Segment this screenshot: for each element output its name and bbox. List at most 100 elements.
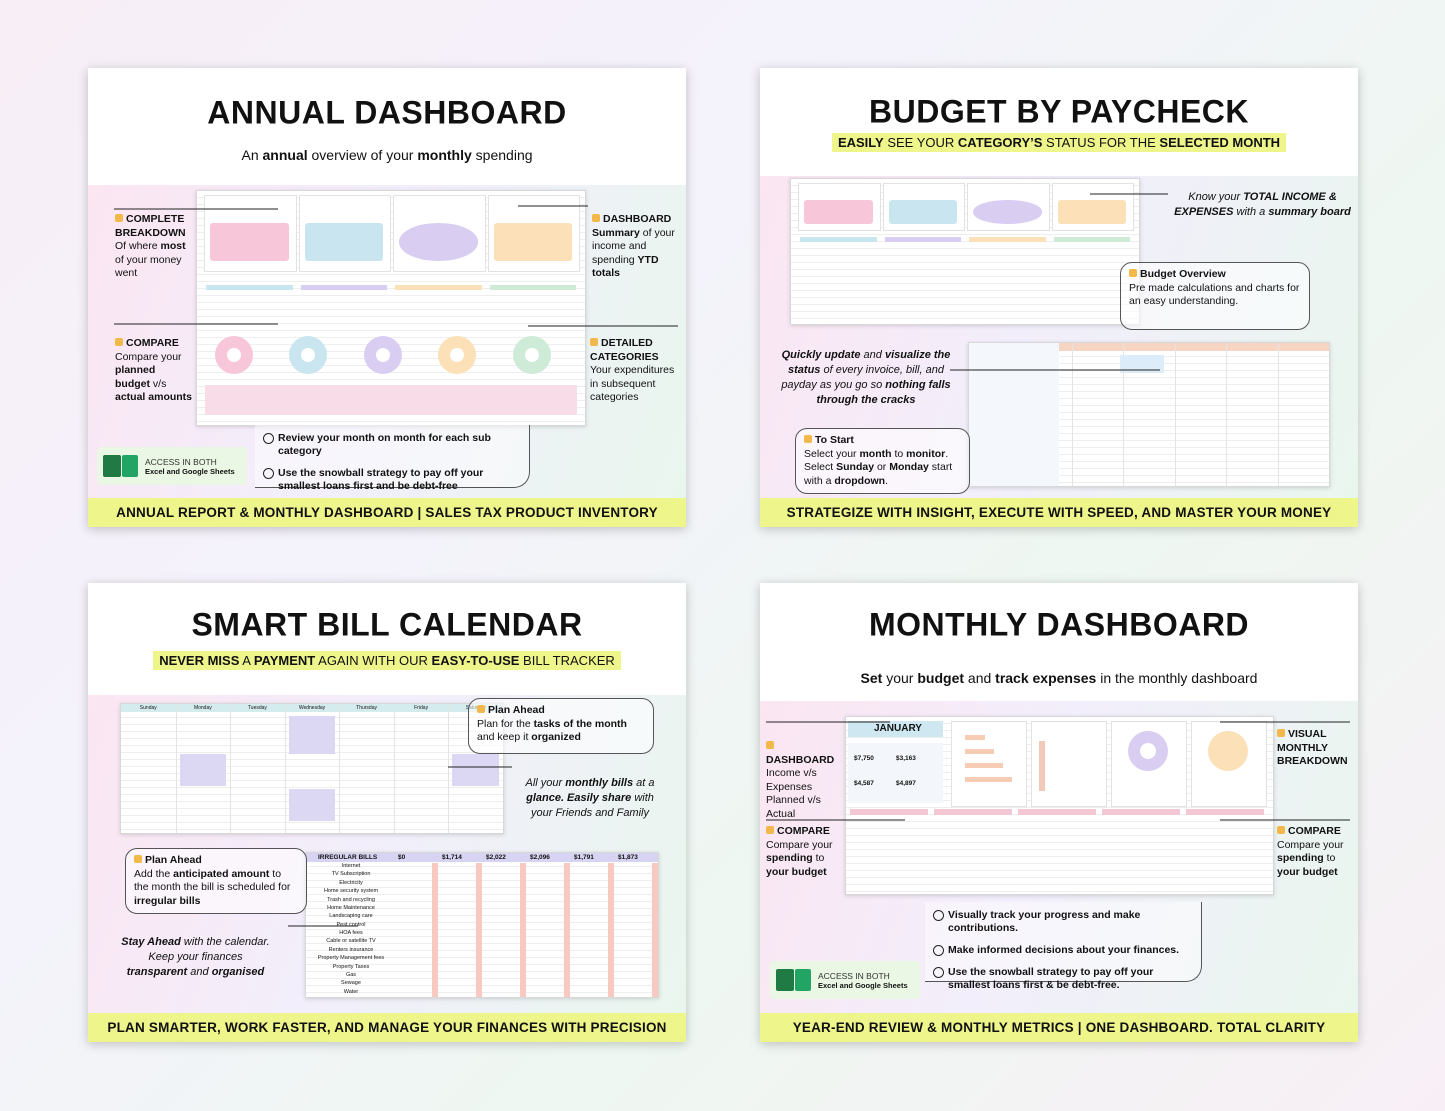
checklist: Visually track your progress and make co…: [925, 902, 1202, 991]
text-segment: with your Friends and Family: [531, 792, 654, 819]
heading-text: COMPARE: [1288, 825, 1341, 837]
heading-text: To Start: [815, 434, 854, 446]
text-segment: . Select: [804, 447, 949, 474]
bill-name: Pest control: [336, 921, 366, 928]
bold-segment: spending: [766, 852, 813, 864]
promo-panel: MONTHLY DASHBOARD Set your budget and tra…: [760, 583, 1358, 1042]
app-icons: [103, 453, 139, 479]
heading-text: COMPLETE BREAKDOWN: [115, 213, 186, 239]
connector-lines: [950, 193, 1168, 371]
callout-body: Quickly update and visualize the status …: [781, 349, 950, 406]
spreadsheet-preview: [196, 190, 586, 426]
panel-title: BUDGET BY PAYCHECK: [868, 93, 1250, 130]
callout-body: Compare your planned budget v/s actual a…: [115, 351, 192, 404]
bold-segment: track expenses: [995, 670, 1097, 686]
column-total: $2,096: [530, 854, 550, 861]
header-row: [395, 284, 482, 290]
text-segment: or: [874, 461, 890, 473]
text-segment: AGAIN WITH OUR: [315, 653, 432, 668]
calendar-column: [1174, 343, 1176, 486]
text-segment: and: [187, 966, 212, 978]
header-row: [489, 284, 576, 290]
text-segment: Income v/s Expenses Planned v/s Actual: [766, 767, 821, 820]
bold-segment: most: [160, 240, 186, 252]
callout: Quickly update and visualize the status …: [776, 348, 956, 408]
summary-value: $7,750: [854, 755, 874, 762]
check-item: Use the snowball strategy to pay off you…: [263, 467, 521, 493]
bold-segment: CATEGORY’S: [957, 135, 1043, 150]
callout-heading: COMPARE: [766, 825, 842, 839]
due-column: [608, 863, 614, 997]
bold-segment: summary board: [1268, 206, 1351, 218]
bold-segment: EASY-TO-USE: [431, 653, 520, 668]
check-text: Use the snowball strategy to pay off you…: [278, 467, 484, 492]
panel-banner: PLAN SMARTER, WORK FASTER, AND MANAGE YO…: [88, 1013, 686, 1042]
access-badge: ACCESS IN BOTH Excel and Google Sheets: [770, 961, 920, 999]
pie-hole: [450, 348, 465, 363]
callout-icon: [1129, 269, 1137, 277]
bold-segment: Stay Ahead: [121, 936, 181, 948]
access-line: ACCESS IN BOTH: [818, 970, 890, 981]
text-segment: .: [885, 474, 889, 487]
bold-segment: Monday: [889, 461, 929, 473]
callout: COMPARE Compare your spending to your bud…: [766, 825, 842, 879]
text-segment: All your: [525, 777, 566, 789]
text-segment: Pre made calculations and charts for an …: [1129, 281, 1300, 308]
check-item: Make informed decisions about your finan…: [933, 944, 1193, 957]
chart-shape: [399, 223, 478, 261]
bold-segment: PAYMENT: [253, 653, 316, 668]
callout: Plan Ahead Plan for the tasks of the mont…: [468, 698, 654, 754]
column-total: $1,791: [574, 854, 594, 861]
app-icons: [776, 967, 812, 993]
header-row: [884, 237, 961, 242]
spreadsheet-preview: [790, 178, 1140, 325]
chart-shape: [210, 223, 289, 261]
bold-segment: annual: [262, 147, 308, 163]
table-header: [1186, 809, 1264, 815]
promo-panel: BUDGET BY PAYCHECK EASILY SEE YOUR CATEGO…: [760, 68, 1358, 527]
bold-segment: monitor: [906, 447, 946, 460]
check-text: Visually track your progress and make co…: [948, 909, 1141, 934]
callout-icon: [766, 741, 774, 749]
text-segment: A: [239, 653, 254, 668]
weekday-label: Tuesday: [247, 705, 267, 711]
panel-title: MONTHLY DASHBOARD: [868, 606, 1250, 643]
bold-segment: glance. Easily share: [526, 792, 632, 804]
panel-banner: STRATEGIZE WITH INSIGHT, EXECUTE WITH SP…: [760, 498, 1358, 527]
chart-shape: [973, 200, 1042, 224]
due-column: [432, 863, 438, 997]
sheets-icon: [795, 969, 811, 991]
due-column: [564, 863, 570, 997]
callout-icon: [592, 214, 600, 222]
callout-body: Add the anticipated amount to the month …: [134, 868, 290, 907]
calendar-column: [230, 704, 232, 833]
calendar-column: [339, 704, 341, 833]
weekday-label: Thursday: [356, 705, 377, 711]
summary-value: $3,163: [896, 755, 916, 762]
heading-text: VISUAL MONTHLY BREAKDOWN: [1277, 728, 1348, 767]
callout-heading: To Start: [804, 434, 961, 448]
connector-lines: [766, 721, 1350, 821]
text-segment: Your expenditures in subsequent categori…: [590, 364, 675, 403]
bold-segment: Quickly update: [781, 349, 861, 361]
bill-name: Home Maintenance: [327, 904, 375, 911]
bold-segment: tasks of the month: [533, 717, 627, 730]
bold-segment: budget: [917, 670, 965, 686]
panel-title: SMART BILL CALENDAR: [191, 606, 583, 643]
summary-value: $4,897: [896, 780, 916, 787]
callout-icon: [1277, 729, 1285, 737]
text-segment: in the monthly dashboard: [1096, 670, 1258, 686]
callout: COMPARE Compare your planned budget v/s a…: [115, 337, 193, 405]
heading-text: Plan Ahead: [145, 854, 202, 866]
check-icon: [263, 433, 274, 444]
header-row: [206, 284, 293, 290]
check-icon: [933, 910, 944, 921]
text-segment: of your money went: [115, 253, 182, 280]
access-badge: ACCESS IN BOTH Excel and Google Sheets: [97, 447, 247, 485]
connector-lines: [114, 205, 678, 327]
check-item: Review your month on month for each sub …: [263, 432, 521, 458]
bill-name: HOA fees: [339, 930, 363, 936]
callout-heading: COMPLETE BREAKDOWN: [115, 213, 197, 240]
spreadsheet-preview: JANUARY $7,750 $3,163 $4,587 $4,897: [845, 716, 1274, 895]
